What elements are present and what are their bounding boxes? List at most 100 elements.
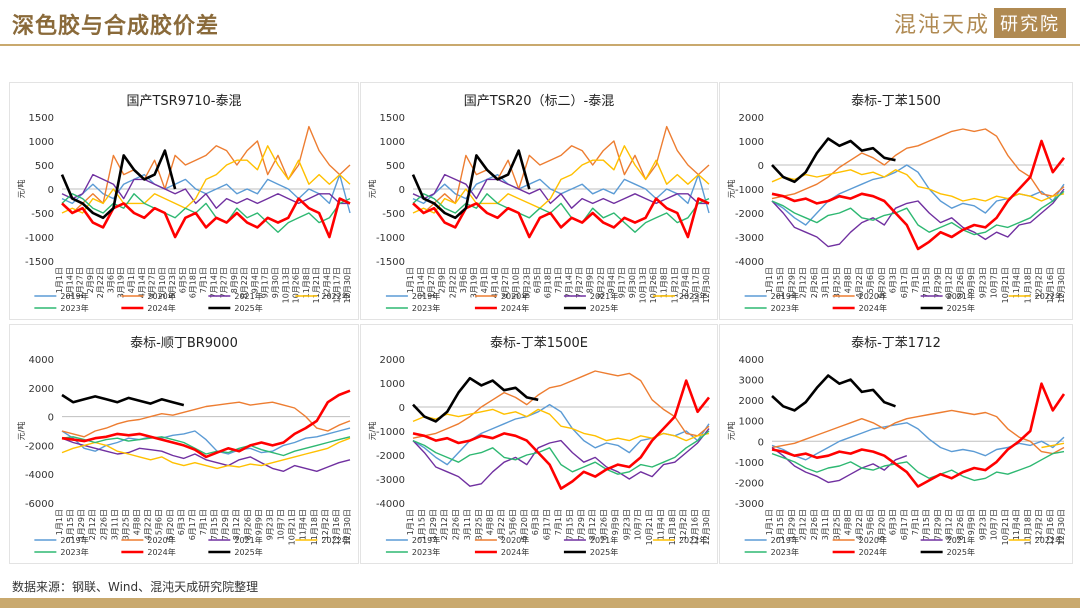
x-tick-label: 11月4日 [656, 509, 665, 540]
chart-panel-5: 泰标-丁苯1500E 元/吨 2000 1000 0 -1000 -2000 -3000 -40… [360, 324, 718, 564]
y-tick-label: 500 [35, 161, 54, 172]
x-tick-label: 3月11日 [110, 509, 119, 540]
x-tick-label: 11月4日 [1012, 509, 1021, 540]
x-tick-label: 8月12日 [232, 509, 241, 540]
x-tick-label: 6月3日 [531, 509, 540, 535]
series-line-2022 [61, 145, 351, 214]
legend-label: 2022年 [679, 535, 707, 545]
y-tick-label: -2000 [25, 441, 54, 452]
y-tick-label: 1000 [29, 137, 54, 148]
series-line-2023 [61, 193, 351, 233]
x-tick-label: 5月20日 [166, 509, 175, 540]
x-tick-label: 7月14日 [209, 267, 218, 298]
y-tick-label: -1000 [735, 458, 764, 469]
x-tick-label: 6月3日 [889, 509, 898, 535]
series-line-2019 [61, 427, 351, 455]
x-tick-label: 7月1日 [911, 509, 920, 535]
x-tick-label: 7月1日 [199, 267, 208, 293]
chart-panel-4: 泰标-顺丁BR9000 元/吨 4000 2000 0 -2000 -4000 -6000 1月… [9, 324, 359, 564]
y-tick-label: -2000 [735, 478, 764, 489]
x-tick-label: 10月21日 [1001, 509, 1010, 545]
x-tick-label: 3月25日 [832, 267, 841, 298]
chart-panel-1: 国产TSR9710-泰混 元/吨 1500 1000 500 0 -500 -1000 -150… [9, 82, 359, 320]
chart-sbr1712: 泰标-丁苯1712 元/吨 4000 3000 2000 1000 0 -1000 -2000 -… [726, 336, 1066, 557]
y-tick-label: -1500 [25, 257, 54, 268]
x-tick-label: 4月8日 [486, 509, 495, 535]
x-tick-label: 3月11日 [463, 509, 472, 540]
x-tick-label: 12月16日 [1046, 509, 1055, 545]
chart-title: 泰标-丁苯1500E [490, 336, 588, 351]
legend-label: 2024年 [501, 547, 529, 557]
legend-label: 2021年 [590, 291, 618, 301]
series-line-2023 [412, 193, 710, 233]
y-tick-label: 1000 [380, 379, 405, 390]
x-tick-label: 9月23日 [265, 509, 274, 540]
chart-tsr20: 国产TSR20（标二）-泰混元/吨 1500 1000 500 0 -500 -1000 -1… [367, 94, 711, 313]
series-line-2020 [61, 401, 351, 438]
legend-label: 2023年 [412, 547, 440, 557]
x-tick-label: 1月29日 [77, 509, 86, 540]
y-axis-label: 元/吨 [726, 180, 736, 199]
x-tick-label: 10月7日 [277, 509, 286, 540]
series-line-2023 [61, 436, 351, 457]
x-tick-label: 1月1日 [55, 267, 64, 293]
series-line-2024 [61, 197, 351, 239]
y-tick-label: -1000 [376, 427, 405, 438]
x-tick-label: 11月4日 [1012, 267, 1021, 298]
legend-label: 2023年 [412, 303, 440, 313]
x-tick-label: 9月23日 [622, 509, 631, 540]
x-tick-label: 4月1日 [480, 267, 489, 293]
x-tick-label: 12月30日 [1057, 509, 1066, 545]
legend-label: 2019年 [60, 291, 88, 301]
y-axis-label: 元/吨 [367, 422, 377, 441]
legend-label: 2019年 [412, 291, 440, 301]
x-tick-label: 9月30日 [628, 267, 637, 298]
x-tick-label: 6月3日 [889, 267, 898, 293]
x-tick-label: 10月21日 [1001, 267, 1010, 303]
x-tick-label: 10月7日 [634, 509, 643, 540]
x-tick-label: 2月12日 [799, 267, 808, 298]
y-tick-label: 1500 [29, 113, 54, 124]
x-tick-label: 7月29日 [933, 267, 942, 298]
x-tick-label: 6月5日 [178, 267, 187, 293]
x-tick-label: 5月10日 [512, 267, 521, 298]
x-tick-label: 8月9日 [586, 267, 595, 293]
series-line-2025 [412, 376, 539, 423]
x-tick-label: 9月9日 [611, 509, 620, 535]
x-tick-label: 1月15日 [66, 509, 75, 540]
y-tick-label: -2000 [376, 451, 405, 462]
x-tick-label: 5月6日 [866, 509, 875, 535]
x-tick-label: 4月27日 [501, 267, 510, 298]
x-tick-label: 2月22日 [448, 267, 457, 298]
x-tick-label: 11月21日 [312, 267, 321, 303]
legend-label: 2023年 [60, 547, 88, 557]
x-tick-label: 10月7日 [990, 267, 999, 298]
series-line-2020 [771, 128, 1065, 200]
series-line-2020 [771, 409, 1065, 455]
legend-label: 2019年 [771, 291, 799, 301]
x-tick-label: 4月22日 [497, 509, 506, 540]
x-tick-label: 8月26日 [243, 509, 252, 540]
legend-label: 2022年 [1035, 535, 1063, 545]
x-tick-label: 3月19日 [117, 267, 126, 298]
y-tick-label: -4000 [735, 257, 764, 268]
x-tick-label: 1月29日 [787, 509, 796, 540]
x-tick-label: 5月6日 [155, 509, 164, 535]
x-tick-label: 10月26日 [649, 267, 658, 303]
x-tick-label: 6月18日 [543, 267, 552, 298]
x-tick-label: 10月21日 [288, 509, 297, 545]
y-tick-label: 2000 [739, 113, 764, 124]
x-tick-label: 10月26日 [292, 267, 301, 303]
x-tick-label: 6月18日 [189, 267, 198, 298]
x-tick-label: 6月17日 [543, 509, 552, 540]
x-tick-label: 11月18日 [310, 509, 319, 545]
x-tick-label: 2月22日 [96, 267, 105, 298]
legend-label: 2023年 [771, 547, 799, 557]
y-tick-label: 4000 [29, 355, 54, 366]
chart-panel-2: 国产TSR20（标二）-泰混 元/吨 1500 1000 500 0 -500 -1000 -1… [360, 82, 718, 320]
x-tick-label: 1月1日 [406, 509, 415, 535]
x-tick-label: 3月25日 [832, 509, 841, 540]
header-divider [0, 44, 1080, 46]
series-line-2022 [412, 145, 710, 214]
series-line-2024 [61, 389, 351, 459]
